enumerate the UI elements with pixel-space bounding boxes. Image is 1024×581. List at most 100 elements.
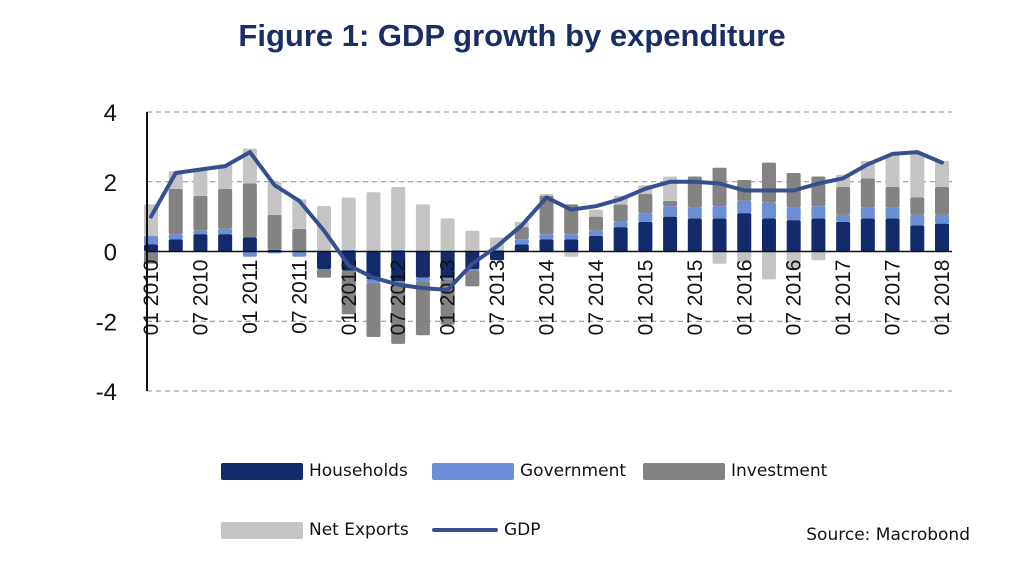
bar-investment bbox=[341, 270, 356, 315]
bar-investment bbox=[539, 195, 554, 235]
bar-net-exports bbox=[935, 160, 949, 187]
bar-households bbox=[761, 218, 776, 252]
bar-government bbox=[737, 200, 752, 214]
legend-label-households: Households bbox=[309, 461, 408, 481]
bar-government bbox=[613, 221, 628, 228]
gdp-series-line bbox=[149, 150, 944, 292]
bar-investment bbox=[564, 204, 579, 235]
y-axis-ticks: 4 2 0 -2 -4 bbox=[96, 100, 117, 406]
legend-label-gdp: GDP bbox=[504, 520, 541, 540]
bar-investment bbox=[761, 162, 776, 203]
bar-net-exports bbox=[564, 251, 579, 257]
bar-government bbox=[588, 230, 603, 236]
bar-government bbox=[440, 277, 455, 280]
investment-swatch bbox=[643, 462, 725, 480]
x-axis-ticks: 01 2010 07 2010 01 2011 07 2011 01 2012 07 20… bbox=[140, 259, 954, 335]
bar-net-exports bbox=[193, 169, 208, 196]
bar-households bbox=[786, 220, 801, 252]
bar-households bbox=[193, 234, 208, 252]
government-swatch bbox=[432, 462, 514, 480]
bar-investment bbox=[638, 193, 653, 214]
y-tick-label: 0 bbox=[104, 240, 117, 267]
x-tick-label: 07 2016 bbox=[783, 260, 806, 336]
bar-households bbox=[588, 235, 603, 252]
bar-net-exports bbox=[811, 251, 826, 261]
bar-investment bbox=[885, 186, 900, 208]
chart-title: Figure 1: GDP growth by expenditure bbox=[238, 18, 786, 53]
bar-households bbox=[366, 251, 381, 280]
bar-households bbox=[391, 251, 406, 282]
bar-government bbox=[811, 206, 826, 219]
bar-net-exports bbox=[391, 186, 406, 250]
bar-investment bbox=[465, 270, 480, 287]
legend-net-exports: Net Exports bbox=[221, 520, 409, 540]
bar-households bbox=[836, 221, 851, 252]
x-tick-label: 01 2012 bbox=[338, 260, 361, 336]
x-tick-label: 07 2015 bbox=[684, 260, 707, 336]
households-swatch bbox=[221, 462, 303, 480]
gdp-swatch bbox=[432, 528, 498, 532]
bar-investment bbox=[836, 186, 851, 215]
net-exports-swatch bbox=[221, 521, 303, 539]
bar-households bbox=[687, 218, 702, 252]
bar-government bbox=[712, 206, 727, 219]
bar-government bbox=[687, 207, 702, 219]
bar-investment bbox=[242, 183, 257, 238]
bar-households bbox=[218, 234, 233, 252]
bar-government bbox=[218, 228, 233, 235]
bar-households bbox=[885, 218, 900, 252]
bar-government bbox=[836, 214, 851, 222]
x-tick-label: 01 2015 bbox=[634, 260, 657, 336]
bar-households bbox=[415, 251, 430, 278]
x-tick-label: 01 2011 bbox=[239, 260, 262, 334]
bar-net-exports bbox=[712, 251, 727, 264]
bar-investment bbox=[366, 282, 381, 337]
legend-label-investment: Investment bbox=[731, 461, 828, 481]
bar-investment bbox=[415, 281, 430, 336]
bar-net-exports bbox=[465, 230, 480, 252]
bar-government bbox=[885, 207, 900, 219]
bar-government bbox=[292, 251, 307, 257]
bar-net-exports bbox=[786, 251, 801, 269]
bar-government bbox=[193, 230, 208, 235]
bar-investment bbox=[168, 188, 183, 235]
bar-households bbox=[663, 216, 678, 252]
bar-households bbox=[935, 223, 949, 252]
bar-government bbox=[514, 239, 529, 245]
bar-net-exports bbox=[737, 251, 752, 262]
bar-households bbox=[638, 221, 653, 252]
bar-investment bbox=[712, 167, 727, 207]
bar-investment bbox=[317, 268, 332, 278]
bar-net-exports bbox=[218, 164, 233, 189]
bar-households bbox=[613, 227, 628, 252]
bar-government bbox=[860, 207, 875, 219]
bar-government bbox=[910, 214, 925, 226]
bar-government bbox=[761, 202, 776, 219]
bar-investment bbox=[935, 186, 949, 215]
bar-investment bbox=[663, 200, 678, 207]
bar-investment bbox=[613, 204, 628, 222]
bar-government bbox=[564, 234, 579, 240]
legend-households: Households bbox=[221, 461, 408, 481]
bar-households bbox=[242, 237, 257, 252]
bar-government bbox=[415, 277, 430, 282]
bar-investment bbox=[193, 195, 208, 231]
bar-net-exports bbox=[341, 197, 356, 250]
x-tick-label: 07 2014 bbox=[585, 259, 608, 335]
x-tick-label: 01 2016 bbox=[733, 260, 756, 336]
bar-net-exports bbox=[910, 152, 925, 198]
x-tick-label: 07 2011 bbox=[288, 260, 311, 334]
bar-net-exports bbox=[267, 181, 282, 215]
y-tick-label: 2 bbox=[104, 170, 117, 197]
x-tick-label: 01 2010 bbox=[140, 260, 163, 336]
y-tick-label: 4 bbox=[104, 100, 117, 127]
x-tick-label: 01 2018 bbox=[931, 260, 954, 336]
bar-net-exports bbox=[761, 251, 776, 280]
bar-investment bbox=[588, 216, 603, 231]
bar-government bbox=[539, 234, 554, 240]
bar-investment bbox=[292, 228, 307, 252]
bar-government bbox=[638, 213, 653, 222]
x-tick-label: 01 2013 bbox=[437, 260, 460, 336]
bar-net-exports bbox=[885, 153, 900, 187]
